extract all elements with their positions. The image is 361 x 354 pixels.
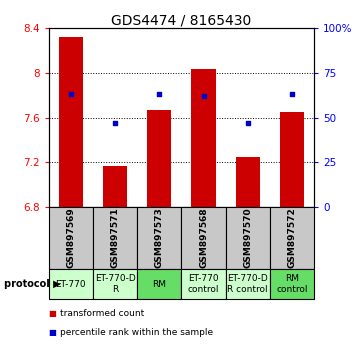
Text: ■: ■ (49, 309, 57, 318)
Title: GDS4474 / 8165430: GDS4474 / 8165430 (111, 13, 252, 27)
Text: ■: ■ (49, 328, 57, 337)
Bar (137, 207, 182, 269)
Text: GSM897572: GSM897572 (287, 208, 296, 268)
Text: GSM897568: GSM897568 (199, 208, 208, 268)
Point (289, 92, 295, 97)
Bar (181, 269, 226, 299)
Text: RM
control: RM control (276, 274, 308, 294)
Bar (270, 207, 314, 269)
Bar (93, 269, 137, 299)
Bar (270, 269, 314, 299)
Text: protocol ▶: protocol ▶ (4, 279, 60, 289)
Bar (49, 269, 93, 299)
Text: GSM897570: GSM897570 (243, 208, 252, 268)
Bar (147, 110, 171, 207)
Text: ET-770
control: ET-770 control (188, 274, 219, 294)
Point (245, 120, 251, 126)
Point (68, 92, 74, 97)
Bar (49, 207, 93, 269)
Point (156, 92, 162, 97)
Point (201, 93, 206, 99)
Bar (191, 69, 216, 207)
Bar (181, 207, 226, 269)
Bar (93, 207, 137, 269)
Text: transformed count: transformed count (60, 309, 144, 318)
Bar (226, 207, 270, 269)
Point (112, 120, 118, 126)
Bar (59, 37, 83, 207)
Bar (226, 269, 270, 299)
Bar (103, 166, 127, 207)
Text: GSM897571: GSM897571 (110, 208, 119, 268)
Text: ET-770-D
R control: ET-770-D R control (227, 274, 268, 294)
Bar (280, 112, 304, 207)
Text: percentile rank within the sample: percentile rank within the sample (60, 328, 213, 337)
Bar (137, 269, 182, 299)
Bar (236, 157, 260, 207)
Text: ET-770-D
R: ET-770-D R (95, 274, 135, 294)
Text: ET-770: ET-770 (56, 280, 86, 289)
Text: RM: RM (152, 280, 166, 289)
Text: GSM897569: GSM897569 (66, 208, 75, 268)
Text: GSM897573: GSM897573 (155, 208, 164, 268)
